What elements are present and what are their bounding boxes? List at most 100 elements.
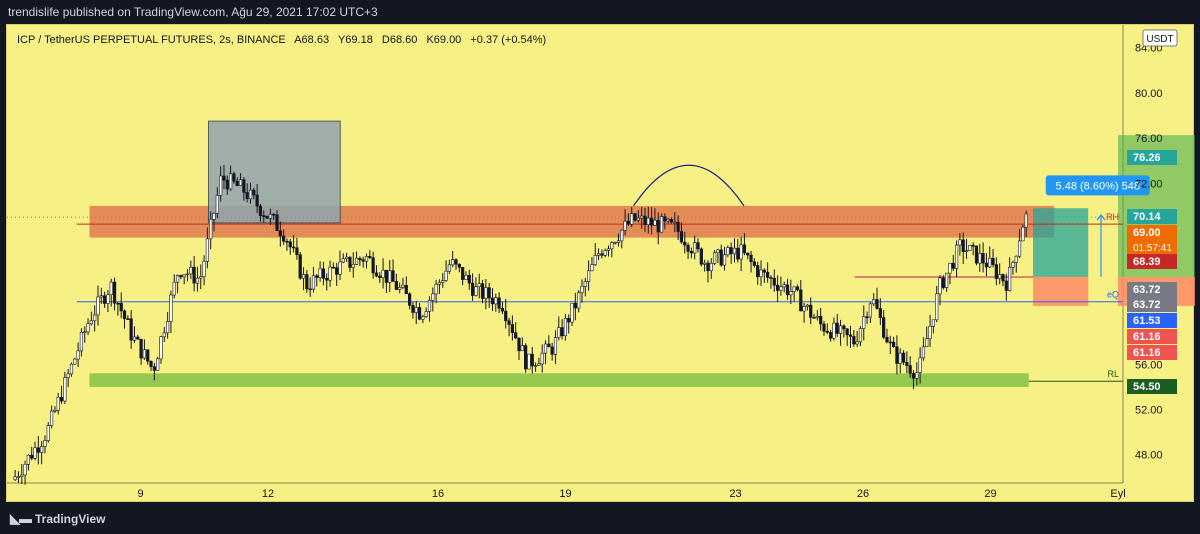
candle-body — [166, 321, 170, 334]
candle — [547, 335, 551, 348]
candle-body — [56, 397, 60, 411]
candle-body — [872, 299, 876, 305]
candle — [868, 302, 872, 324]
candle-body — [470, 282, 475, 296]
candle-body — [199, 276, 203, 279]
candle-body — [308, 288, 312, 291]
candle — [726, 245, 730, 258]
candle-body — [368, 255, 372, 259]
candle-body — [686, 244, 690, 252]
candle — [653, 208, 657, 226]
candle-body — [620, 229, 624, 242]
candle — [464, 271, 468, 280]
candle-body — [679, 231, 684, 243]
candle — [848, 325, 853, 348]
symbol-name: ICP / TetherUS PERPETUAL FUTURES, 2s, BI… — [17, 34, 286, 46]
candle-body — [13, 476, 17, 480]
candle-body — [238, 179, 243, 186]
candle — [136, 334, 140, 340]
candle — [593, 243, 597, 266]
candle-body — [852, 336, 856, 345]
candle — [756, 261, 760, 285]
candle-body — [875, 299, 879, 309]
candle-body — [451, 259, 455, 266]
time-tick: 19 — [559, 488, 571, 500]
candle-body — [229, 173, 233, 190]
candle-body — [285, 240, 289, 243]
candle-body — [550, 346, 554, 355]
candle — [53, 406, 57, 414]
candle-body — [991, 257, 995, 265]
candle-body — [557, 327, 561, 338]
candle-body — [275, 214, 279, 232]
candle — [855, 330, 859, 347]
candle-body — [497, 297, 501, 309]
candle-body — [577, 292, 581, 309]
support-zone — [89, 373, 1029, 387]
candle — [126, 315, 130, 320]
candle — [414, 300, 418, 325]
price-tick: 80.00 — [1135, 88, 1163, 100]
tradingview-logo[interactable]: ◣▬ TradingView — [10, 511, 105, 527]
candle-body — [119, 302, 123, 312]
candle — [689, 247, 693, 259]
candle-body — [626, 220, 630, 225]
candle-body — [537, 363, 541, 366]
candle — [925, 326, 929, 348]
candle-body — [984, 262, 989, 268]
candle — [122, 309, 127, 329]
candle — [424, 307, 428, 318]
candle — [1017, 229, 1022, 259]
candle — [73, 357, 77, 365]
candle — [23, 460, 27, 485]
candle — [295, 237, 299, 260]
candle-body — [252, 189, 256, 196]
candle-body — [958, 239, 962, 246]
candle — [606, 245, 611, 257]
candle-body — [868, 303, 872, 318]
chart-panel[interactable]: RH eQ RL 5.48 (8.60%) 548 84.00 80.00 76.00 72.… — [6, 24, 1195, 503]
candle-body — [427, 300, 432, 312]
candle-body — [209, 218, 213, 240]
publish-header: trendislife published on TradingView.com… — [0, 0, 1200, 24]
candle-body — [149, 360, 153, 367]
candle — [361, 256, 365, 268]
candle-body — [185, 273, 190, 276]
candle — [179, 274, 183, 280]
candle-body — [242, 179, 246, 193]
candle — [79, 328, 84, 357]
candle — [89, 311, 93, 326]
candle — [265, 215, 269, 219]
candle-body — [484, 287, 488, 299]
candle — [348, 256, 352, 272]
candle — [461, 267, 465, 286]
candle — [722, 246, 727, 271]
candle — [490, 288, 495, 312]
candle-body — [490, 297, 495, 305]
candle-body — [573, 302, 577, 309]
candle-body — [882, 317, 886, 338]
candle — [258, 204, 263, 222]
candle — [971, 242, 975, 256]
candle-body — [898, 352, 902, 364]
candle — [288, 238, 292, 255]
candle — [650, 207, 654, 235]
candle-body — [33, 447, 37, 459]
candle — [43, 435, 47, 454]
candle-body — [109, 281, 113, 296]
candle-body — [461, 267, 465, 280]
candle-body — [325, 277, 329, 281]
candle — [119, 292, 123, 319]
candle — [570, 302, 574, 326]
time-tick: 9 — [137, 488, 143, 500]
candle — [633, 212, 637, 222]
candle-body — [646, 217, 650, 225]
candle-body — [79, 331, 84, 352]
candle — [229, 165, 233, 191]
candle-body — [73, 358, 77, 365]
candle — [248, 182, 253, 204]
candle-body — [318, 268, 322, 278]
candle-body — [829, 332, 833, 339]
candle — [921, 337, 926, 361]
